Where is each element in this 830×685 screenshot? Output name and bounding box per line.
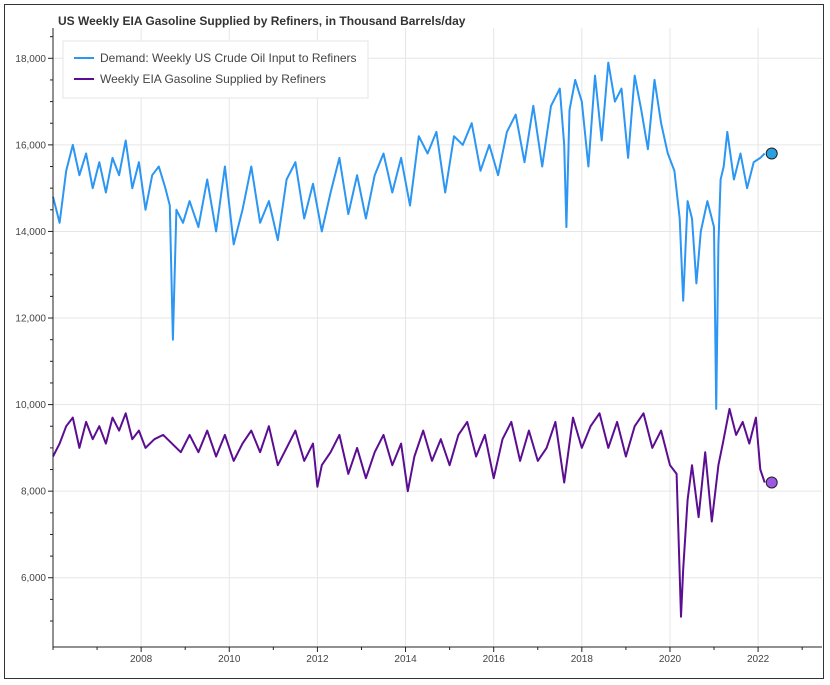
x-tick-label: 2010 <box>218 654 241 665</box>
x-tick-label: 2008 <box>130 654 153 665</box>
x-tick-label: 2018 <box>571 654 594 665</box>
x-tick-label: 2014 <box>394 654 417 665</box>
series-end-marker-1[interactable] <box>765 147 778 160</box>
chart-title: US Weekly EIA Gasoline Supplied by Refin… <box>58 14 466 28</box>
legend: Demand: Weekly US Crude Oil Input to Ref… <box>62 40 369 99</box>
legend-label-1: Demand: Weekly US Crude Oil Input to Ref… <box>100 51 357 65</box>
y-tick-label: 12,000 <box>15 314 46 325</box>
legend-box <box>62 40 369 99</box>
y-tick-label: 10,000 <box>15 400 46 411</box>
y-tick-label: 6,000 <box>21 573 46 584</box>
series-layer <box>52 61 778 618</box>
grid-lines <box>53 28 822 647</box>
x-tick-label: 2020 <box>659 654 682 665</box>
y-tick-label: 14,000 <box>15 227 46 238</box>
series-end-marker-2[interactable] <box>765 476 778 489</box>
y-tick-label: 18,000 <box>15 54 46 65</box>
y-tick-label: 16,000 <box>15 140 46 151</box>
x-tick-label: 2012 <box>306 654 329 665</box>
legend-label-2: Weekly EIA Gasoline Supplied by Refiners <box>100 72 326 86</box>
x-tick-label: 2016 <box>483 654 506 665</box>
y-tick-label: 8,000 <box>21 487 46 498</box>
series-line-2 <box>52 407 766 618</box>
series-line-1 <box>52 61 766 410</box>
axes: 2008 2010 2012 2014 2016 2018 2020 2022 6,000 8,0… <box>15 28 822 665</box>
x-tick-label: 2022 <box>747 654 770 665</box>
